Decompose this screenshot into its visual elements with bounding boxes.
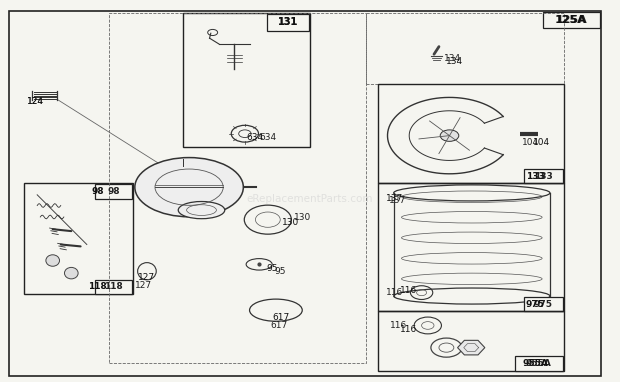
Text: 617: 617: [270, 321, 288, 330]
Text: 634: 634: [247, 133, 264, 142]
Ellipse shape: [64, 267, 78, 279]
Bar: [366, 13, 564, 84]
Text: 131: 131: [278, 17, 298, 27]
Text: 116: 116: [386, 288, 403, 297]
Text: 104: 104: [521, 138, 539, 147]
Text: 617: 617: [273, 313, 290, 322]
Text: 975: 975: [534, 299, 553, 309]
Text: 131: 131: [278, 17, 298, 28]
Text: 955A: 955A: [522, 359, 548, 368]
Bar: [542, 12, 600, 28]
Text: 118: 118: [88, 282, 107, 291]
Bar: [378, 311, 564, 371]
Text: 134: 134: [444, 53, 461, 63]
Text: 98: 98: [91, 186, 104, 196]
Bar: [24, 183, 133, 294]
Text: 125A: 125A: [556, 15, 587, 25]
Text: 634: 634: [259, 133, 277, 142]
Ellipse shape: [46, 255, 60, 266]
Text: 137: 137: [389, 196, 406, 205]
Bar: [524, 169, 563, 183]
Bar: [108, 13, 366, 363]
Text: 134: 134: [446, 57, 464, 66]
Bar: [378, 183, 564, 311]
Text: 116: 116: [400, 325, 417, 334]
Text: 116: 116: [389, 321, 407, 330]
Text: 116: 116: [400, 286, 417, 295]
Text: 95: 95: [275, 267, 286, 276]
Bar: [95, 280, 132, 294]
Circle shape: [440, 130, 459, 141]
Text: 133: 133: [534, 172, 553, 181]
Text: 104: 104: [533, 138, 551, 147]
Text: 124: 124: [27, 97, 44, 106]
Text: 133: 133: [526, 172, 544, 181]
Text: 118: 118: [104, 282, 123, 291]
Text: 127: 127: [138, 273, 156, 282]
Text: 95: 95: [267, 264, 278, 273]
Bar: [267, 14, 309, 31]
Text: 125A: 125A: [555, 15, 587, 25]
Ellipse shape: [135, 157, 243, 217]
Text: 130: 130: [282, 218, 299, 227]
Bar: [378, 84, 564, 183]
Bar: [95, 184, 132, 199]
Text: 124: 124: [27, 97, 44, 106]
Text: 127: 127: [135, 281, 153, 290]
Bar: [515, 356, 563, 371]
Text: 975: 975: [526, 299, 544, 309]
Text: 955A: 955A: [526, 359, 552, 368]
Text: 130: 130: [294, 213, 311, 222]
Text: 98: 98: [107, 187, 120, 196]
Polygon shape: [458, 340, 485, 355]
Bar: [524, 297, 563, 311]
Text: eReplacementParts.com: eReplacementParts.com: [247, 194, 373, 204]
Ellipse shape: [179, 202, 224, 219]
Text: 137: 137: [386, 194, 403, 203]
Bar: [183, 13, 310, 147]
